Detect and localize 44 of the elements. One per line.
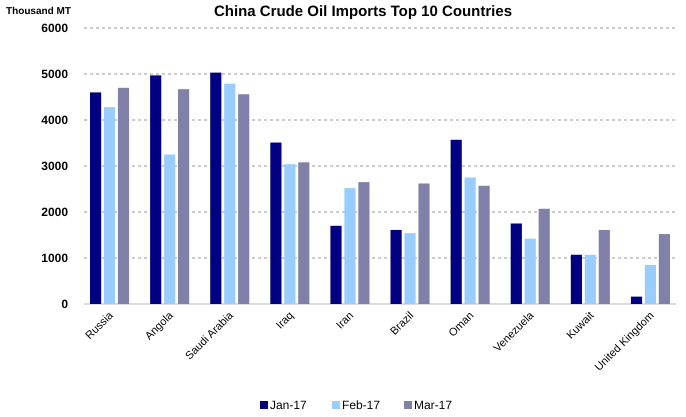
bar (330, 226, 342, 304)
y-tick-label: 0 (61, 297, 68, 311)
bar (630, 296, 642, 304)
chart-title: China Crude Oil Imports Top 10 Countries (214, 3, 512, 20)
bar (570, 254, 582, 304)
bar (178, 89, 190, 304)
bar (464, 178, 476, 304)
bar (238, 94, 250, 304)
bar (510, 224, 522, 304)
legend-label: Jan-17 (270, 398, 308, 412)
bar (450, 140, 462, 304)
y-tick-label: 2000 (41, 205, 68, 219)
y-tick-label: 5000 (41, 67, 68, 81)
bar (150, 75, 162, 304)
bar (284, 164, 296, 304)
bar (118, 88, 130, 304)
legend-label: Feb-17 (342, 398, 380, 412)
bar (478, 186, 490, 304)
bar (210, 72, 222, 304)
bar (644, 264, 656, 304)
y-tick-label: 4000 (41, 113, 68, 127)
bar (344, 188, 356, 304)
bar (164, 154, 176, 304)
x-tick-label: Iraq (274, 310, 296, 332)
y-tick-label: 6000 (41, 21, 68, 35)
bar (584, 254, 596, 304)
bar (90, 92, 102, 304)
bar (104, 107, 116, 304)
bar (358, 182, 370, 304)
bar (390, 230, 402, 304)
bar (418, 183, 430, 304)
bar (598, 230, 610, 304)
y-tick-label: 1000 (41, 251, 68, 265)
bar (298, 162, 310, 304)
y-axis-title: Thousand MT (6, 6, 71, 17)
bar (404, 233, 416, 304)
y-tick-label: 3000 (41, 159, 68, 173)
bar (270, 142, 282, 304)
bar (658, 234, 670, 304)
legend-label: Mar-17 (414, 398, 452, 412)
bar (224, 84, 236, 304)
x-tick-label: Iran (334, 310, 356, 332)
bar (524, 238, 536, 304)
bar (538, 208, 550, 304)
